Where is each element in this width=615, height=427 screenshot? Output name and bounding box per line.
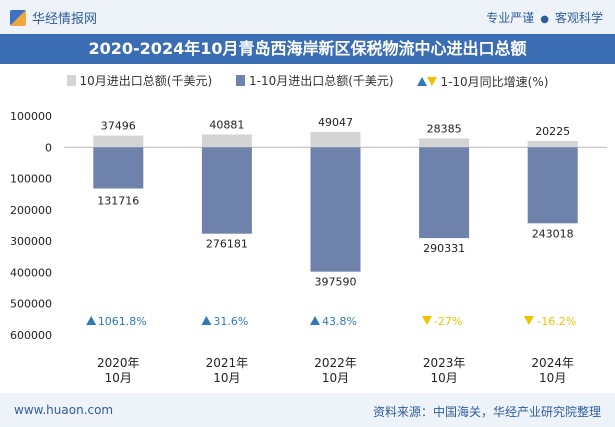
growth-label: 43.8% xyxy=(322,315,357,328)
y-tick-label: 600000 xyxy=(10,329,52,342)
footer: www.huaon.com 资料来源：中国海关，华经产业研究院整理 xyxy=(0,393,615,427)
data-label-monthly: 49047 xyxy=(318,116,353,129)
growth-marker-up xyxy=(310,316,320,325)
growth-label: -16.2% xyxy=(537,315,576,328)
bar-cumulative xyxy=(310,147,361,272)
x-tick-label: 2024年 10月 xyxy=(531,356,574,385)
growth-marker-down xyxy=(421,316,432,325)
tagline: 专业严谨 ● 客观科学 xyxy=(486,9,603,26)
x-tick-label: 2023年 10月 xyxy=(423,356,466,385)
legend-label-cumulative: 1-10月进出口总额(千美元) xyxy=(249,74,394,88)
data-label-cumulative: 131716 xyxy=(97,194,139,207)
brand[interactable]: 华经情报网 xyxy=(10,8,97,27)
brand-name: 华经情报网 xyxy=(32,12,98,27)
data-label-cumulative: 290331 xyxy=(423,242,465,255)
data-label-cumulative: 243018 xyxy=(532,227,574,240)
x-tick-label: 2020年 10月 xyxy=(97,356,140,385)
data-label-monthly: 20225 xyxy=(535,125,570,138)
bar-monthly xyxy=(419,138,470,148)
bar-cumulative xyxy=(201,147,252,234)
y-tick-label: 0 xyxy=(45,141,52,154)
data-label-cumulative: 276181 xyxy=(206,238,248,251)
tagline-1: 专业严谨 xyxy=(486,11,535,25)
legend-label-growth: 1-10月同比增速(%) xyxy=(440,75,549,89)
legend-item-cumulative: 1-10月进出口总额(千美元) xyxy=(236,72,394,89)
growth-marker-up xyxy=(86,316,97,325)
bar-cumulative xyxy=(527,147,578,224)
legend-label-monthly: 10月进出口总额(千美元) xyxy=(79,74,213,88)
legend-item-growth: 1-10月同比增速(%) xyxy=(417,73,548,90)
triangle-up-icon xyxy=(417,77,428,86)
bar-cumulative xyxy=(93,147,144,189)
plot-area: 100000 0 100000 200000 300000 400000 500000 600… xyxy=(10,110,607,385)
growth-label: 31.6% xyxy=(213,315,248,328)
y-tick-label: 500000 xyxy=(10,298,52,311)
legend-swatch-cumulative xyxy=(236,75,245,86)
growth-label: -27% xyxy=(434,315,462,328)
brand-logo-icon xyxy=(10,9,26,26)
y-tick-label: 400000 xyxy=(10,266,52,279)
bar-monthly xyxy=(93,135,144,148)
growth-label: 1061.8% xyxy=(98,315,147,328)
x-tick-label: 2022年 10月 xyxy=(314,356,357,385)
growth-marker-up xyxy=(201,316,212,325)
footer-url[interactable]: www.huaon.com xyxy=(14,403,114,417)
data-label-monthly: 28385 xyxy=(427,122,462,135)
data-label-monthly: 37496 xyxy=(101,120,136,133)
data-label-monthly: 40881 xyxy=(209,118,244,131)
data-label-cumulative: 397590 xyxy=(315,276,357,289)
legend-item-monthly: 10月进出口总额(千美元) xyxy=(66,72,213,89)
legend: 10月进出口总额(千美元) 1-10月进出口总额(千美元) 1-10月同比增速(… xyxy=(0,72,615,90)
bar-cumulative xyxy=(419,147,470,239)
tagline-dot: ● xyxy=(540,14,549,25)
chart-title: 2020-2024年10月青岛西海岸新区保税物流中心进出口总额 xyxy=(0,34,615,64)
y-tick-label: 300000 xyxy=(10,235,52,248)
footer-source: 资料来源：中国海关，华经产业研究院整理 xyxy=(372,405,601,419)
y-tick-label: 100000 xyxy=(10,110,52,123)
header-bar: 华经情报网 专业严谨 ● 客观科学 xyxy=(0,0,615,34)
x-tick-label: 2021年 10月 xyxy=(206,356,249,385)
legend-swatch-monthly xyxy=(66,75,76,86)
bar-monthly xyxy=(527,140,578,148)
growth-marker-down xyxy=(523,316,534,325)
y-tick-label: 200000 xyxy=(10,204,52,217)
bar-monthly xyxy=(310,131,361,148)
y-tick-label: 100000 xyxy=(10,173,52,186)
triangle-down-icon xyxy=(427,77,438,86)
tagline-2: 客观科学 xyxy=(554,11,603,25)
bar-monthly xyxy=(201,134,252,148)
